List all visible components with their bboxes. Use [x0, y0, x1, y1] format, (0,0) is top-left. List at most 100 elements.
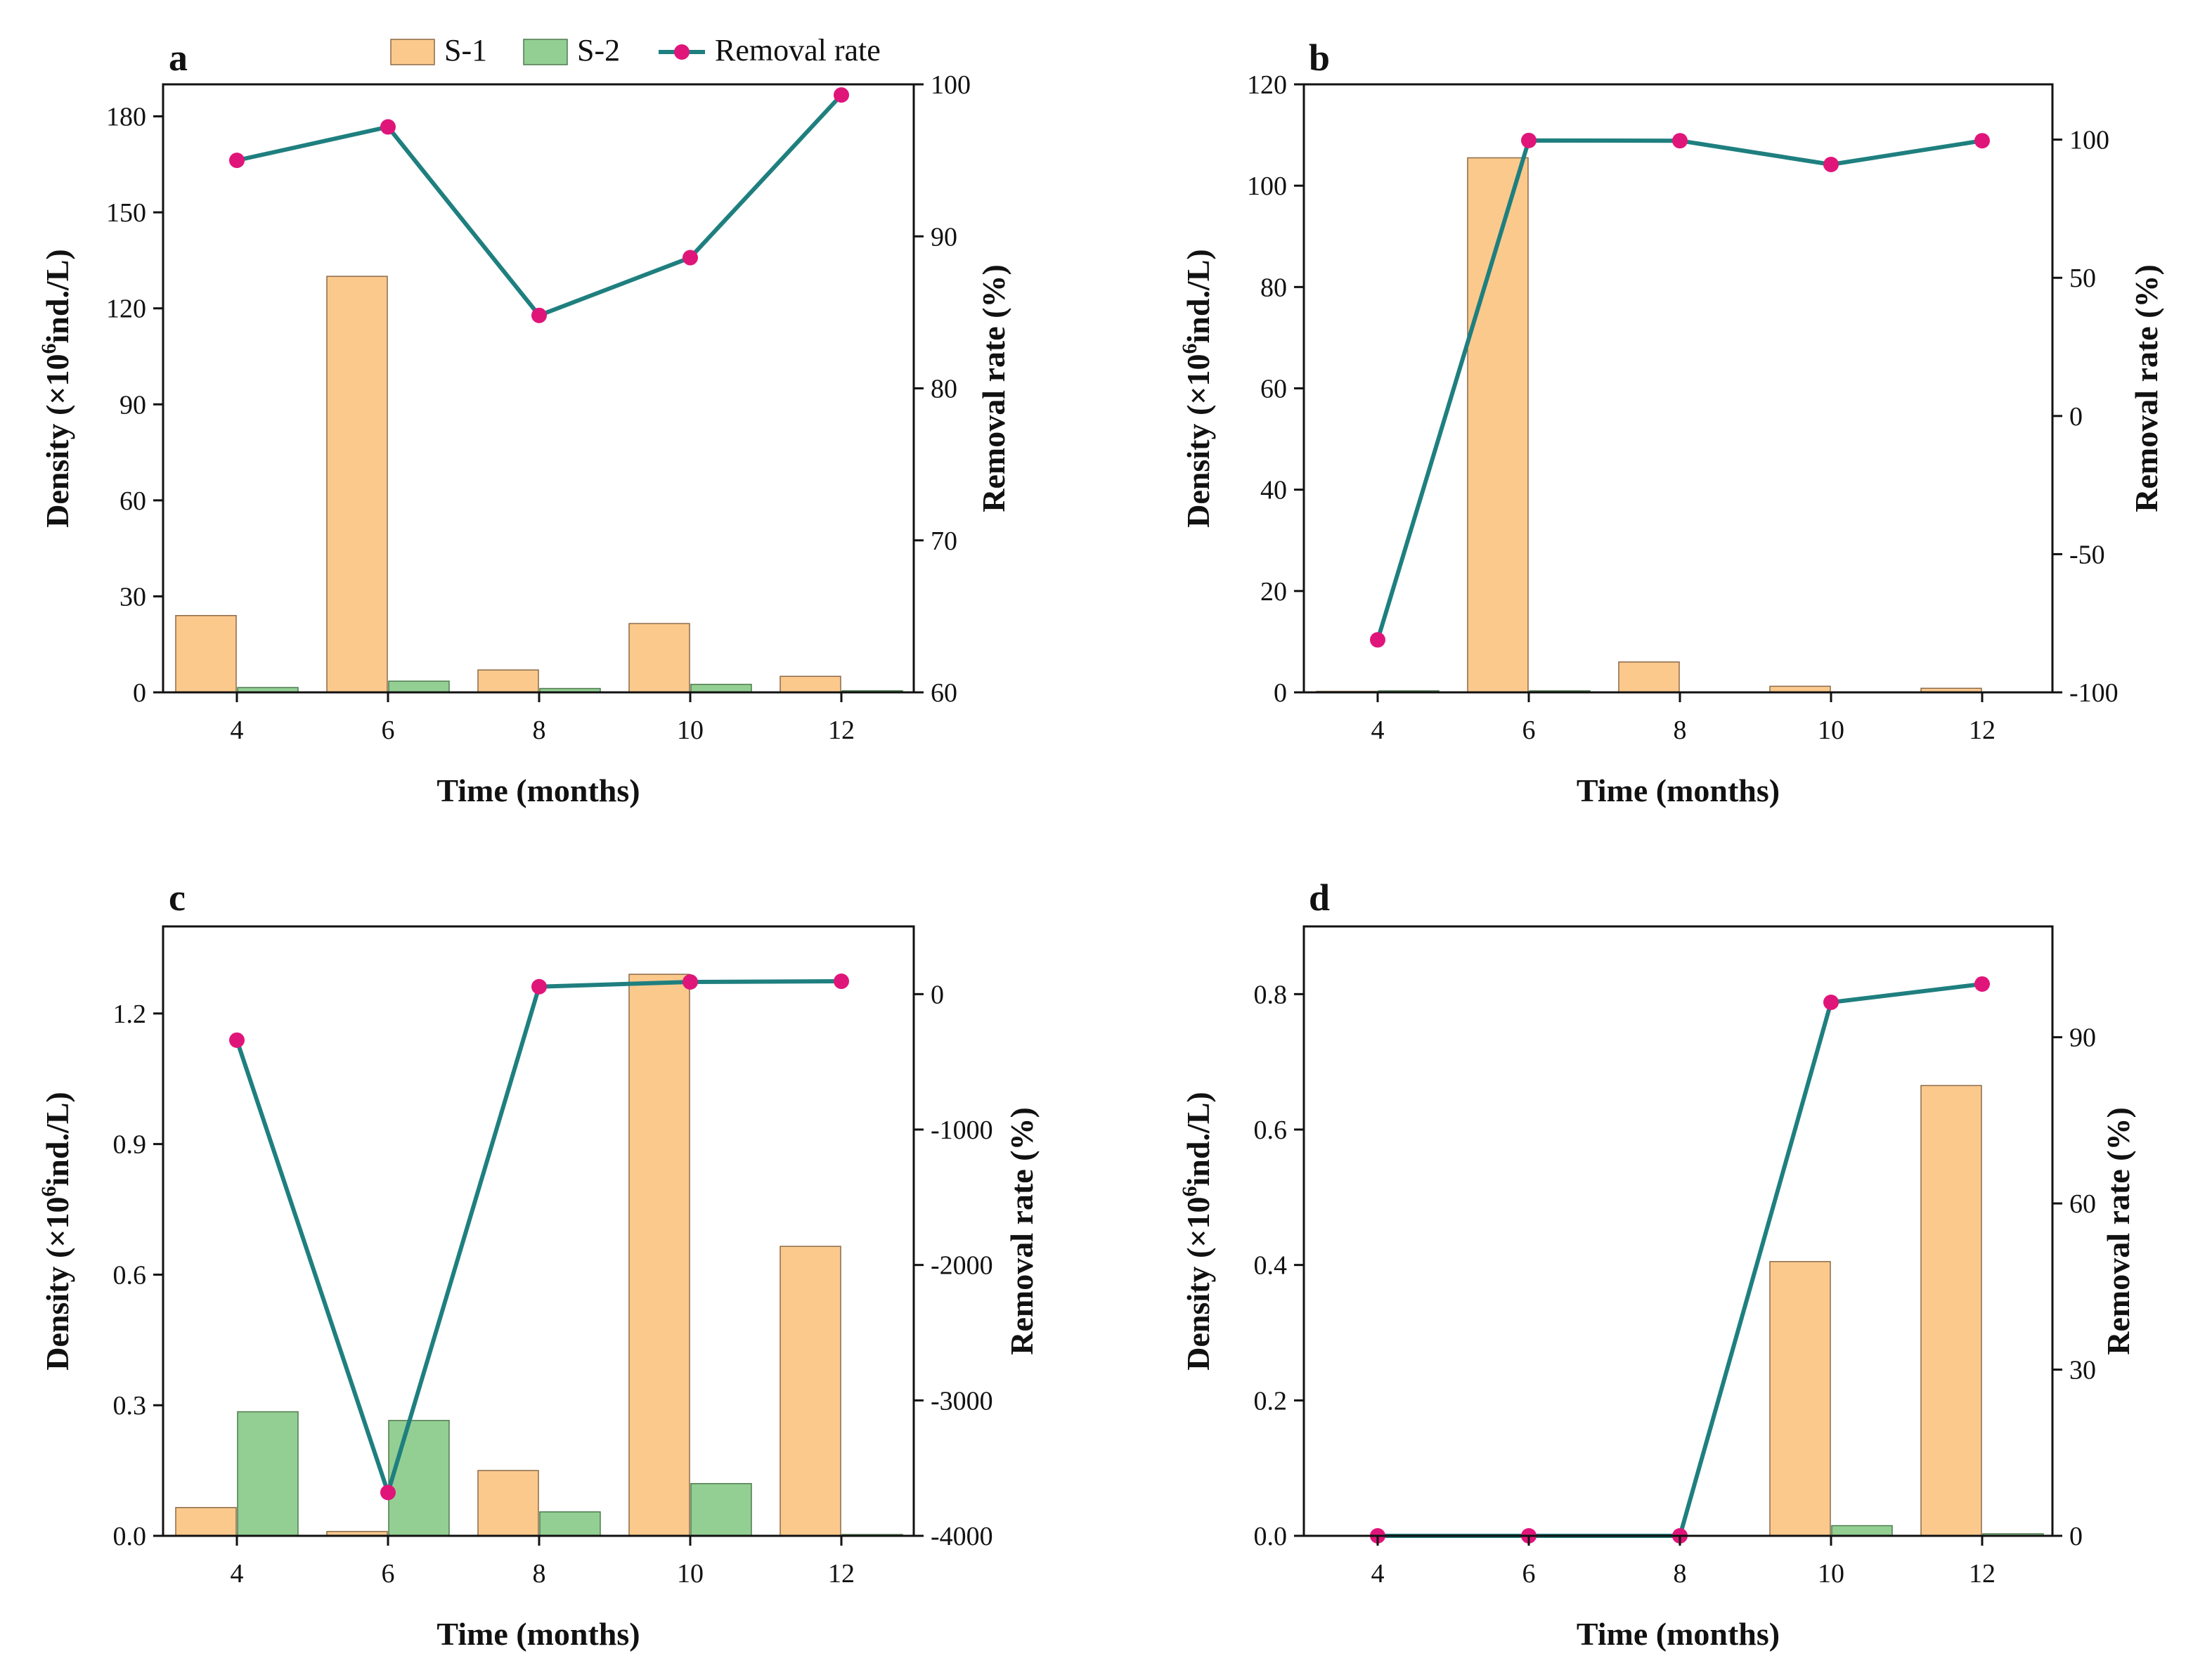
y-tick-label: 0	[133, 678, 146, 708]
y-axis-title-superscript: 6	[1178, 1186, 1201, 1196]
y-tick-label: 0.8	[1254, 980, 1288, 1009]
y-tick-label: 1.2	[113, 1000, 147, 1029]
panel-letter: b	[1309, 37, 1330, 79]
plot-frame	[162, 83, 915, 694]
y-tick-label: 60	[119, 486, 146, 516]
removal-rate-point-6	[380, 119, 396, 135]
y2-tick-label: -50	[2069, 540, 2105, 569]
y-axis-title-superscript: 6	[1178, 343, 1201, 354]
x-tick-label: 8	[533, 1559, 546, 1589]
removal-rate-point-8	[531, 307, 547, 323]
x-tick-label: 10	[677, 1559, 704, 1589]
bar-s2-4	[237, 1411, 299, 1537]
y2-axis-title: Removal rate (%)	[2100, 1107, 2136, 1355]
y2-tick-label: -1000	[931, 1115, 993, 1145]
removal-rate-point-10	[1823, 994, 1839, 1010]
y-axis-title-part: ind./L)	[39, 249, 75, 343]
y-tick-label: 0.0	[1254, 1522, 1288, 1551]
y-tick-label: 100	[1247, 172, 1287, 201]
removal-rate-line	[1378, 981, 1983, 1538]
legend-swatch-s2	[523, 39, 568, 65]
y2-tick-label: 90	[931, 222, 957, 252]
y-axis-title: Density (×106ind./L)	[37, 249, 75, 527]
y-tick-label: 0.9	[113, 1130, 147, 1160]
y2-tick-label: 100	[2069, 126, 2109, 155]
y2-tick-label: 90	[2069, 1023, 2096, 1053]
bar-s2-10	[1831, 1525, 1893, 1537]
removal-rate-line	[235, 979, 842, 1495]
y2-tick-label: 70	[931, 526, 957, 556]
x-axis-title: Time (months)	[436, 772, 640, 808]
legend-label: S-2	[577, 33, 620, 67]
y-axis-title-part: ind./L)	[1180, 249, 1216, 343]
bar-s1-12	[1920, 1085, 1982, 1537]
removal-rate-point-6	[1521, 132, 1537, 148]
bar-s1-10	[628, 974, 690, 1537]
y-tick-label: 80	[1260, 273, 1287, 302]
y-tick-label: 0.0	[113, 1522, 147, 1551]
x-tick-label: 12	[1969, 716, 1996, 745]
panel-letter: d	[1309, 877, 1330, 919]
bar-s1-12	[780, 675, 841, 693]
bar-s1-10	[628, 623, 690, 693]
x-tick-label: 4	[231, 1559, 244, 1589]
legend-label: S-1	[444, 33, 487, 67]
x-tick-label: 8	[1674, 1559, 1687, 1589]
plot-frame	[1302, 83, 2054, 694]
removal-rate-point-4	[1370, 632, 1385, 648]
x-tick-label: 8	[1674, 716, 1687, 745]
y-tick-label: 90	[119, 390, 146, 420]
legend: S-1 S-2 Removal rate	[390, 33, 881, 67]
y2-tick-label: 60	[2069, 1189, 2096, 1219]
y-axis-title-part: ind./L)	[1180, 1092, 1216, 1186]
y2-tick-label: 30	[2069, 1356, 2096, 1385]
bar-s1-12	[780, 1246, 841, 1537]
y2-tick-label: 50	[2069, 264, 2096, 293]
removal-rate-point-8	[531, 978, 547, 995]
y2-tick-label: 0	[931, 980, 944, 1009]
bar-s1-8	[1618, 661, 1680, 693]
x-tick-label: 8	[533, 716, 546, 745]
y-tick-label: 120	[1247, 70, 1287, 100]
removal-rate-point-12	[834, 974, 849, 990]
plot-frame	[1302, 925, 2054, 1537]
y-axis-title-part: Density (×10	[39, 1196, 75, 1370]
y2-axis-title: Removal rate (%)	[976, 264, 1011, 512]
y2-tick-label: 0	[2069, 402, 2083, 432]
y-tick-label: 30	[119, 582, 146, 612]
y2-axis-title: Removal rate (%)	[2128, 264, 2164, 512]
y-tick-label: 60	[1260, 375, 1287, 404]
bar-s2-10	[690, 1482, 752, 1537]
panel-a: a 0 30 60 90 120 150 180 60 70 80 90 100 4 6 8 10 12 Time …	[37, 37, 1011, 808]
bar-s2-10	[690, 683, 752, 693]
removal-rate-point-12	[1974, 133, 1990, 149]
x-tick-label: 10	[1818, 716, 1844, 745]
y2-axis-title: Removal rate (%)	[1004, 1107, 1040, 1355]
legend-marker-swatch	[674, 44, 690, 60]
removal-rate-point-4	[229, 153, 245, 169]
bar-s1-6	[326, 276, 388, 693]
panel-letter: c	[169, 877, 186, 919]
y2-tick-label: 60	[931, 678, 957, 708]
removal-rate-point-12	[834, 87, 849, 103]
bar-s1-8	[477, 1470, 539, 1537]
bar-s2-6	[388, 680, 450, 693]
removal-rate-point-10	[683, 250, 698, 266]
y-tick-label: 40	[1260, 476, 1287, 505]
removal-rate-point-6	[380, 1485, 396, 1501]
bar-s1-4	[175, 1506, 237, 1537]
y-axis-title: Density (×106ind./L)	[37, 1092, 75, 1370]
y-axis-title: Density (×106ind./L)	[1178, 1092, 1216, 1370]
x-tick-label: 12	[828, 716, 855, 745]
y2-tick-label: 100	[931, 70, 971, 100]
removal-rate-point-10	[683, 974, 698, 990]
bar-s1-4	[175, 614, 237, 693]
x-axis-title: Time (months)	[1577, 772, 1780, 808]
y-tick-label: 20	[1260, 577, 1287, 607]
y-axis-title-superscript: 6	[37, 343, 60, 354]
legend-label: Removal rate	[715, 33, 881, 67]
bar-s1-10	[1769, 1261, 1831, 1537]
y2-tick-label: 80	[931, 375, 957, 404]
x-axis-title: Time (months)	[436, 1616, 640, 1652]
removal-rate-point-8	[1672, 133, 1688, 149]
